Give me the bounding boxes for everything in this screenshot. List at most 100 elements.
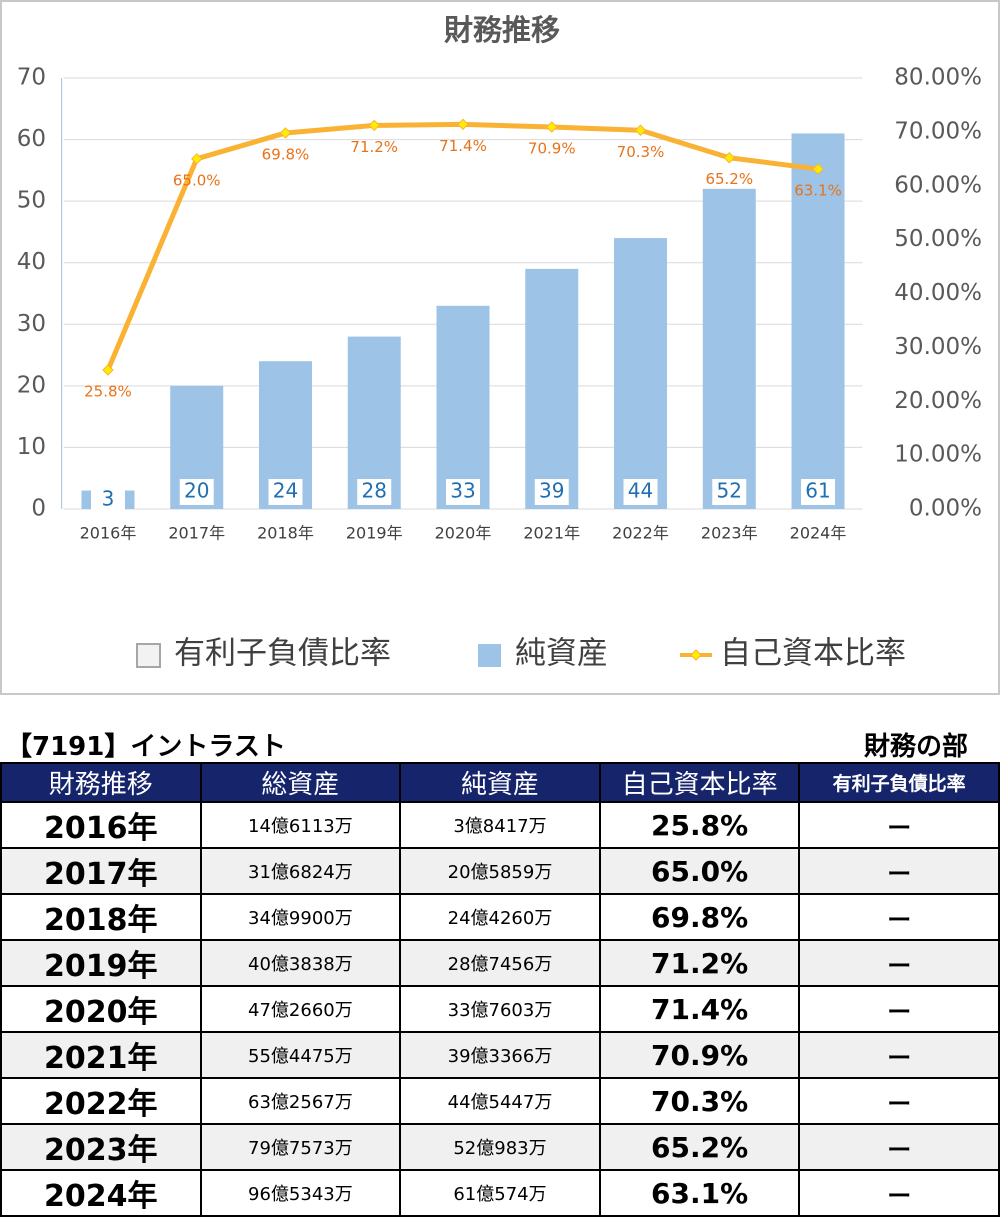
data-label-box — [90, 486, 125, 513]
line-marker — [102, 364, 114, 376]
line-marker — [279, 127, 292, 139]
table-cell: 28億7456万 — [399, 939, 601, 987]
line-marker — [368, 119, 380, 132]
table-cell: 70.3% — [598, 1077, 801, 1125]
line-marker — [546, 121, 558, 133]
line-marker — [191, 153, 203, 165]
table-row: 2021年 55億4475万 39億3366万 70.9% ー — [0, 1031, 1000, 1079]
table-cell: ー — [798, 893, 1000, 941]
header-cell: 総資産 — [199, 762, 402, 803]
data-label: 63.1% — [794, 182, 842, 200]
header-cell: 純資産 — [399, 762, 601, 803]
x-tick-label: 2017年 — [168, 524, 225, 543]
legend-label: 純資産 — [515, 636, 608, 672]
data-table: 財務推移 総資産 純資産 自己資本比率 有利子負債比率 2016年 14億6113万 3億84… — [0, 762, 1000, 1217]
table-row: 2024年 96億5343万 61億574万 63.1% ー — [0, 1169, 1000, 1217]
data-label: 24 — [273, 479, 298, 503]
table-row: 2019年 40億3838万 28億7456万 71.2% ー — [0, 939, 1000, 987]
table-cell: 14億6113万 — [199, 801, 402, 849]
y2-tick-label: 80.00% — [894, 65, 982, 91]
table-cell: 65.0% — [598, 847, 801, 895]
y-tick-label: 20 — [17, 372, 46, 398]
data-label-box — [446, 479, 480, 505]
data-label: 70.9% — [528, 140, 576, 158]
y2-tick-label: 60.00% — [894, 172, 982, 198]
y2-tick-label: 50.00% — [894, 226, 982, 252]
chart-frame — [0, 0, 1000, 695]
table-cell: 2017年 — [0, 847, 202, 895]
x-tick-label: 2020年 — [435, 524, 492, 543]
legend-label: 自己資本比率 — [720, 636, 906, 672]
x-tick-label: 2018年 — [257, 524, 314, 543]
y2-tick-label: 30.00% — [894, 334, 982, 360]
table-cell: 71.4% — [598, 985, 801, 1033]
y-tick-label: 50 — [17, 188, 46, 214]
table-cell: 34億9900万 — [199, 893, 402, 941]
y2-tick-label: 20.00% — [894, 388, 982, 414]
table-cell: 2021年 — [0, 1031, 202, 1079]
table-cell: 96億5343万 — [199, 1169, 402, 1217]
table-cell: ー — [798, 985, 1000, 1033]
data-label-box — [623, 479, 658, 505]
table-cell: 2019年 — [0, 939, 202, 987]
table-cell: ー — [798, 801, 1000, 849]
table-cell: 65.2% — [598, 1123, 801, 1171]
y-tick-label: 10 — [17, 434, 46, 460]
table-cell: 70.9% — [598, 1031, 801, 1079]
table-cell: 71.2% — [598, 939, 801, 987]
line-marker — [634, 124, 647, 136]
table-cell: 55億4475万 — [199, 1031, 402, 1079]
y-tick-label: 30 — [17, 311, 46, 337]
data-label: 65.2% — [705, 170, 753, 188]
table-title: 【7191】イントラスト — [6, 732, 286, 762]
data-label-box — [712, 479, 747, 505]
data-label: 61 — [805, 479, 830, 503]
data-label: 71.4% — [439, 137, 487, 155]
data-label: 33 — [450, 479, 475, 503]
table-cell: 24億4260万 — [399, 893, 601, 941]
table-cell: ー — [798, 1031, 1000, 1079]
legend-label: 有利子負債比率 — [174, 636, 391, 672]
data-label: 52 — [717, 479, 742, 503]
header-cell: 財務推移 — [0, 762, 202, 803]
table-cell: ー — [798, 1077, 1000, 1125]
data-label: 20 — [184, 479, 209, 503]
data-label: 39 — [539, 479, 564, 503]
table-cell: 2022年 — [0, 1077, 202, 1125]
data-label: 69.8% — [262, 145, 310, 163]
table-row: 2020年 47億2660万 33億7603万 71.4% ー — [0, 985, 1000, 1033]
table-cell: ー — [798, 1169, 1000, 1217]
chart-title: 財務推移 — [444, 13, 560, 47]
header-cell: 有利子負債比率 — [798, 762, 1000, 803]
x-tick-label: 2024年 — [790, 524, 847, 543]
table-cell: 25.8% — [598, 801, 801, 849]
table-cell: 3億8417万 — [399, 801, 601, 849]
data-label: 71.2% — [350, 138, 398, 156]
x-tick-label: 2019年 — [346, 524, 403, 543]
line-marker — [457, 118, 469, 131]
legend-swatch — [478, 644, 501, 667]
table-cell: 47億2660万 — [199, 985, 402, 1033]
table-cell: 20億5859万 — [399, 847, 601, 895]
y2-tick-label: 10.00% — [894, 442, 982, 468]
data-label: 65.0% — [173, 171, 221, 189]
table-cell: 31億6824万 — [199, 847, 402, 895]
table-cell: 2020年 — [0, 985, 202, 1033]
table-cell: ー — [798, 939, 1000, 987]
table-cell: 2024年 — [0, 1169, 202, 1217]
table-cell: ー — [798, 1123, 1000, 1171]
bar — [614, 238, 668, 510]
data-label: 44 — [628, 479, 653, 503]
y-tick-label: 60 — [17, 126, 46, 152]
table-cell: 39億3366万 — [399, 1031, 601, 1079]
legend-swatch — [136, 643, 161, 668]
y2-tick-label: 70.00% — [894, 118, 982, 144]
table-subtitle: 財務の部 — [863, 732, 968, 762]
table-cell: 2018年 — [0, 893, 202, 941]
table-row: 2017年 31億6824万 20億5859万 65.0% ー — [0, 847, 1000, 895]
table-cell: 2016年 — [0, 801, 202, 849]
data-label-box — [268, 479, 303, 505]
line-marker — [812, 163, 824, 175]
y-tick-label: 0 — [31, 496, 46, 522]
